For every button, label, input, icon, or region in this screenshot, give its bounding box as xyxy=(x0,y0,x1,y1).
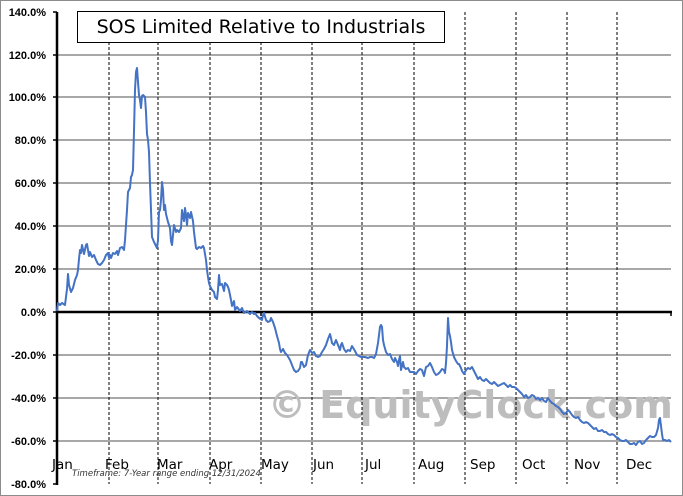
y-axis-labels: 140.0% 120.0% 100.0% 80.0% 60.0% 40.0% 2… xyxy=(9,7,47,491)
svg-text:80.0%: 80.0% xyxy=(15,135,46,147)
svg-text:20.0%: 20.0% xyxy=(15,264,46,276)
svg-text:Sep: Sep xyxy=(470,457,495,473)
svg-text:120.0%: 120.0% xyxy=(9,50,47,62)
svg-text:-80.0%: -80.0% xyxy=(11,479,46,491)
svg-text:Jun: Jun xyxy=(312,457,334,473)
svg-text:40.0%: 40.0% xyxy=(15,221,46,233)
timeframe-footnote: Timeframe: 7-Year range ending 12/31/202… xyxy=(72,469,261,479)
svg-text:-40.0%: -40.0% xyxy=(11,393,46,405)
zero-axis-line xyxy=(57,310,672,316)
horizontal-gridlines xyxy=(57,54,671,442)
x-axis-month-labels: Jan Feb Mar Apr May Jun Jul Aug Sep Oct … xyxy=(51,457,652,473)
svg-text:0.0%: 0.0% xyxy=(21,307,46,319)
svg-text:100.0%: 100.0% xyxy=(9,92,47,104)
svg-text:Mar: Mar xyxy=(157,457,183,473)
series-line xyxy=(56,67,672,446)
svg-text:60.0%: 60.0% xyxy=(15,178,46,190)
svg-text:Nov: Nov xyxy=(574,457,600,473)
svg-text:Jan: Jan xyxy=(51,457,73,473)
chart-title: SOS Limited Relative to Industrials xyxy=(77,11,445,43)
watermark: © EquityClock.com xyxy=(268,383,673,427)
svg-text:-60.0%: -60.0% xyxy=(11,436,46,448)
svg-text:© EquityClock.com: © EquityClock.com xyxy=(268,383,673,427)
svg-text:Dec: Dec xyxy=(626,457,652,473)
svg-text:Feb: Feb xyxy=(105,457,129,473)
svg-text:Aug: Aug xyxy=(418,457,444,473)
svg-text:Jul: Jul xyxy=(364,457,381,473)
svg-text:Apr: Apr xyxy=(209,457,233,473)
svg-text:140.0%: 140.0% xyxy=(9,7,47,19)
svg-text:-20.0%: -20.0% xyxy=(11,350,46,362)
y-axis-ticks xyxy=(53,11,57,485)
svg-text:May: May xyxy=(261,457,289,473)
svg-text:Oct: Oct xyxy=(522,457,545,473)
